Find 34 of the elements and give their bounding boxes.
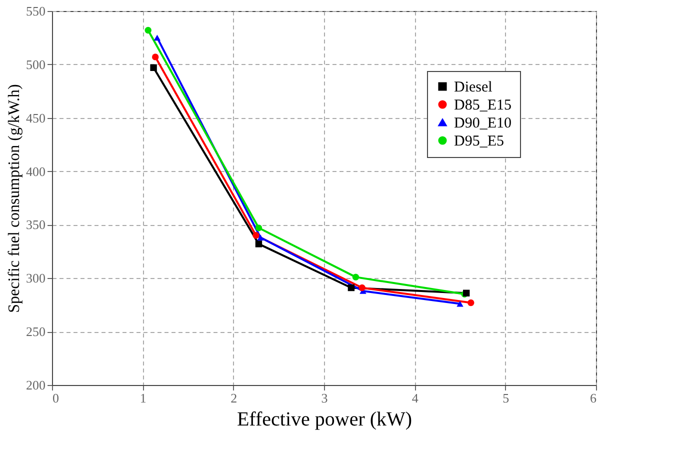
x-tick-label: 1 [140,390,146,406]
x-tick-label: 6 [590,390,597,406]
y-tick-label: 400 [26,164,46,179]
x-tick-label: 4 [412,390,419,406]
point [348,284,355,292]
legend-label: D90_E10 [454,116,512,132]
point [255,224,262,232]
x-tick-label: 5 [502,390,510,406]
point [358,284,366,292]
legend-label: D85_E15 [454,98,512,114]
legend-label: D95_E5 [454,134,504,150]
point [257,234,264,240]
x-tick-label: 2 [230,390,238,406]
point [468,299,474,306]
point [150,64,157,71]
legend-label: Diesel [454,80,492,96]
y-tick-label: 450 [26,110,46,126]
point [352,274,360,280]
point [255,240,262,248]
point [144,26,152,34]
point [152,54,159,60]
point [252,232,260,239]
y-tick-label: 350 [26,217,46,232]
x-tick-label: 0 [52,390,59,406]
y-tick-label: 500 [26,56,46,72]
y-tick-label: 300 [26,270,46,286]
y-axis-title: Specific fuel consumption (g/kW.h) [6,84,23,313]
point [456,300,464,307]
point [154,34,161,41]
x-axis-title: Effective power (kW) [236,408,412,430]
y-tick-label: 550 [26,4,46,18]
y-tick-label: 200 [26,378,46,392]
x-tick-label: 3 [321,390,328,406]
y-tick-label: 250 [26,324,46,340]
